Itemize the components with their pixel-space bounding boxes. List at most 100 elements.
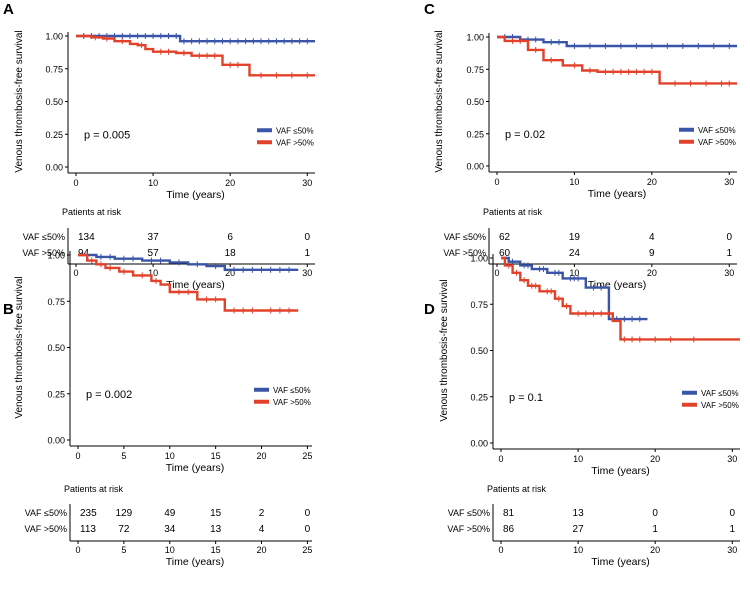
risk-count: 72 bbox=[118, 524, 130, 535]
risk-row-label: VAF ≤50% bbox=[23, 232, 65, 242]
risk-x-tick-label: 10 bbox=[165, 545, 175, 555]
x-tick-label: 30 bbox=[302, 178, 312, 188]
risk-count: 62 bbox=[499, 232, 511, 243]
y-tick-label: 0.25 bbox=[45, 130, 63, 140]
legend-label: VAF ≤50% bbox=[276, 126, 314, 135]
legend-label: VAF ≤50% bbox=[698, 126, 736, 135]
risk-x-tick-label: 10 bbox=[569, 268, 579, 278]
y-tick-label: 0.25 bbox=[47, 389, 65, 399]
x-axis-label: Time (years) bbox=[166, 189, 225, 201]
risk-count: 1 bbox=[730, 524, 736, 535]
x-tick-label: 20 bbox=[650, 454, 660, 464]
risk-row-label: VAF ≤50% bbox=[444, 232, 486, 242]
x-tick-label: 0 bbox=[498, 454, 503, 464]
legend-label: VAF ≤50% bbox=[701, 389, 739, 398]
y-tick-label: 1.00 bbox=[47, 251, 65, 261]
y-tick-label: 0.25 bbox=[466, 129, 484, 139]
y-tick-label: 1.00 bbox=[470, 254, 488, 264]
y-axis-label: Venous thrombosis-free survival bbox=[439, 279, 450, 421]
risk-table-title: Patients at risk bbox=[62, 207, 122, 217]
p-value: p = 0.1 bbox=[509, 392, 543, 404]
x-tick-label: 15 bbox=[211, 451, 221, 461]
p-value: p = 0.02 bbox=[505, 129, 545, 141]
risk-x-axis-label: Time (years) bbox=[591, 556, 650, 568]
risk-count: 1 bbox=[726, 248, 732, 259]
risk-count: 15 bbox=[210, 508, 222, 519]
y-tick-label: 0.75 bbox=[45, 64, 63, 74]
risk-count: 18 bbox=[225, 248, 237, 259]
risk-count: 235 bbox=[80, 508, 97, 519]
risk-x-axis-label: Time (years) bbox=[166, 279, 225, 291]
y-axis-label: Venous thrombosis-free survival bbox=[14, 30, 25, 172]
legend-label: VAF >50% bbox=[698, 138, 736, 147]
risk-count: 0 bbox=[726, 232, 732, 243]
y-axis-label: Venous thrombosis-free survival bbox=[434, 30, 445, 172]
risk-row-label: VAF >50% bbox=[24, 524, 67, 534]
y-tick-label: 0.25 bbox=[470, 392, 488, 402]
x-tick-label: 20 bbox=[257, 451, 267, 461]
x-tick-label: 10 bbox=[165, 451, 175, 461]
y-tick-label: 0.75 bbox=[47, 297, 65, 307]
x-tick-label: 0 bbox=[73, 178, 78, 188]
y-tick-label: 1.00 bbox=[45, 32, 63, 42]
y-tick-label: 1.00 bbox=[466, 33, 484, 43]
x-tick-label: 20 bbox=[647, 177, 657, 187]
risk-x-tick-label: 0 bbox=[498, 545, 503, 555]
x-tick-label: 0 bbox=[494, 177, 499, 187]
x-tick-label: 10 bbox=[573, 454, 583, 464]
legend-label: VAF >50% bbox=[276, 138, 314, 147]
x-axis-label: Time (years) bbox=[588, 188, 647, 200]
panel-label: A bbox=[3, 1, 14, 18]
risk-count: 4 bbox=[649, 232, 655, 243]
risk-row-label: VAF >50% bbox=[22, 248, 65, 258]
p-value: p = 0.005 bbox=[84, 129, 130, 141]
y-tick-label: 0.50 bbox=[45, 97, 63, 107]
risk-x-tick-label: 0 bbox=[494, 268, 499, 278]
risk-x-tick-label: 20 bbox=[647, 268, 657, 278]
risk-table-title: Patients at risk bbox=[483, 207, 543, 217]
legend-label: VAF >50% bbox=[273, 398, 311, 407]
panel-label: D bbox=[424, 301, 435, 318]
y-tick-label: 0.00 bbox=[466, 162, 484, 172]
risk-table-title: Patients at risk bbox=[487, 484, 547, 494]
risk-x-tick-label: 10 bbox=[148, 268, 158, 278]
x-tick-label: 25 bbox=[302, 451, 312, 461]
y-tick-label: 0.00 bbox=[470, 439, 488, 449]
risk-count: 0 bbox=[730, 508, 736, 519]
risk-row-label: VAF ≤50% bbox=[25, 508, 67, 518]
risk-count: 0 bbox=[305, 232, 311, 243]
risk-x-tick-label: 15 bbox=[211, 545, 221, 555]
km-curve-vaf-low bbox=[501, 256, 648, 321]
y-tick-label: 0.00 bbox=[45, 163, 63, 173]
risk-count: 129 bbox=[116, 508, 133, 519]
risk-x-tick-label: 20 bbox=[225, 268, 235, 278]
y-tick-label: 0.00 bbox=[47, 436, 65, 446]
legend-label: VAF >50% bbox=[701, 401, 739, 410]
risk-count: 60 bbox=[499, 248, 511, 259]
risk-count: 0 bbox=[305, 524, 311, 535]
risk-row-label: VAF ≤50% bbox=[448, 508, 490, 518]
risk-count: 13 bbox=[210, 524, 222, 535]
risk-count: 57 bbox=[148, 248, 160, 259]
risk-x-tick-label: 30 bbox=[302, 268, 312, 278]
risk-count: 34 bbox=[164, 524, 176, 535]
x-tick-label: 30 bbox=[727, 454, 737, 464]
risk-count: 113 bbox=[80, 524, 96, 535]
risk-count: 81 bbox=[503, 508, 515, 519]
risk-count: 0 bbox=[305, 508, 311, 519]
y-tick-label: 0.50 bbox=[47, 343, 65, 353]
x-axis-label: Time (years) bbox=[166, 462, 225, 474]
legend-label: VAF ≤50% bbox=[273, 386, 311, 395]
x-tick-label: 10 bbox=[569, 177, 579, 187]
risk-x-axis-label: Time (years) bbox=[588, 279, 647, 291]
risk-x-tick-label: 30 bbox=[724, 268, 734, 278]
risk-count: 49 bbox=[164, 508, 176, 519]
x-tick-label: 5 bbox=[121, 451, 126, 461]
risk-row-label: VAF >50% bbox=[447, 524, 490, 534]
x-tick-label: 10 bbox=[148, 178, 158, 188]
y-tick-label: 0.75 bbox=[470, 300, 488, 310]
risk-count: 27 bbox=[573, 524, 585, 535]
risk-x-tick-label: 10 bbox=[573, 545, 583, 555]
x-tick-label: 0 bbox=[75, 451, 80, 461]
